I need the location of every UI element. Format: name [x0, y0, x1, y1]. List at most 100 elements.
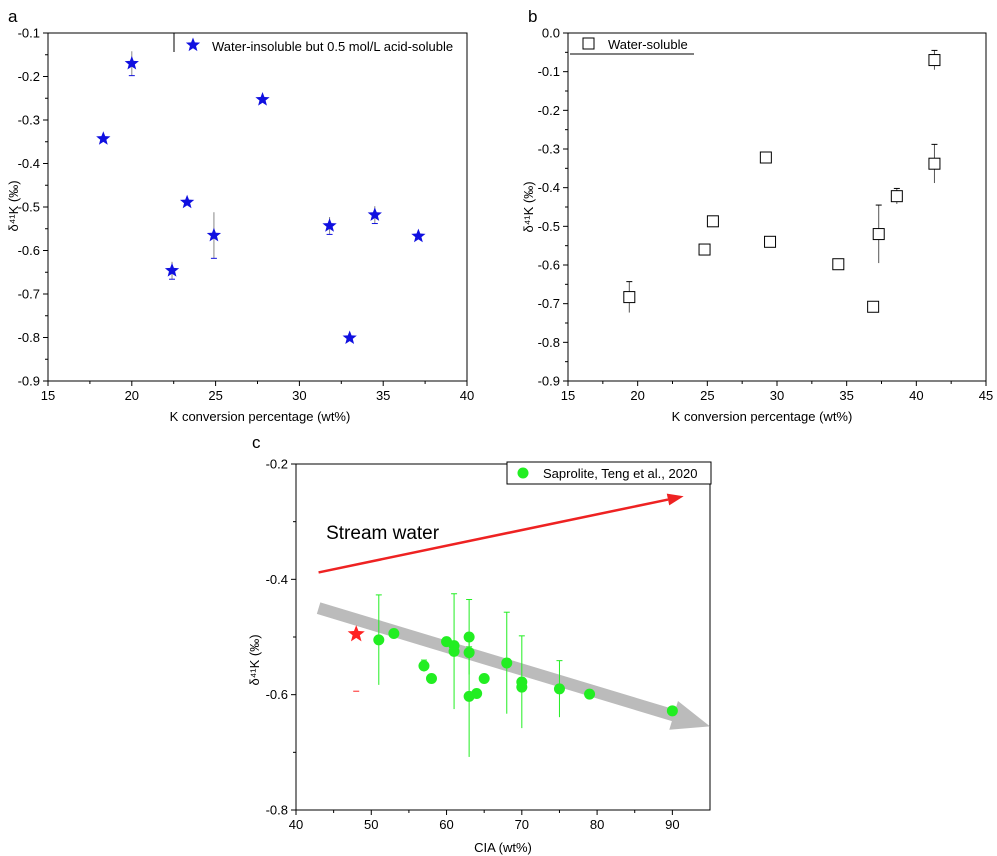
- x-tick-label: 70: [515, 817, 529, 832]
- x-tick-label: 40: [909, 388, 923, 403]
- x-tick-label: 50: [364, 817, 378, 832]
- y-tick-label: -0.9: [18, 374, 40, 389]
- panel-b-legend-text: Water-soluble: [608, 37, 688, 52]
- square-point: [759, 151, 772, 164]
- y-tick-label: -0.7: [538, 296, 560, 311]
- x-tick-label: 90: [665, 817, 679, 832]
- x-tick-label: 15: [41, 388, 55, 403]
- stream-water-label: Stream water: [326, 523, 440, 544]
- star-point: [124, 55, 139, 70]
- y-tick-label: -0.6: [266, 687, 288, 702]
- circle-point: [388, 628, 400, 640]
- star-point: [322, 218, 337, 232]
- y-tick-label: -0.3: [538, 142, 560, 157]
- circle-point: [584, 688, 596, 700]
- circle-point: [448, 645, 460, 657]
- y-tick-label: -0.4: [266, 572, 288, 587]
- panel-a-frame: [47, 32, 468, 382]
- x-tick-label: 20: [630, 388, 644, 403]
- panel-b-legend: Water-soluble: [570, 37, 694, 55]
- panel-c-legend-text: Saprolite, Teng et al., 2020: [543, 466, 697, 481]
- x-tick-label: 30: [292, 388, 306, 403]
- circle-point: [418, 660, 430, 672]
- y-tick-label: -0.9: [538, 374, 560, 389]
- panel-b-points: [623, 49, 941, 313]
- x-tick-label: 35: [376, 388, 390, 403]
- red-star-point: [347, 625, 365, 642]
- circle-point: [501, 657, 513, 669]
- x-tick-label: 15: [561, 388, 575, 403]
- star-point: [206, 227, 222, 242]
- y-tick-label: -0.4: [18, 156, 40, 171]
- circle-point: [553, 683, 565, 695]
- circle-point: [666, 705, 678, 717]
- star-point: [179, 194, 195, 209]
- panel-a-axes: 15 20 25 30 35 40 -0.9 -0.8 -0.7 -0.6 -0.5 -0.4 -0.3…: [18, 26, 475, 404]
- y-tick-label: 0.0: [542, 26, 560, 41]
- gray-trend-arrow: [316, 602, 710, 730]
- y-tick-label: -0.5: [18, 200, 40, 215]
- panel-a-legend-text: Water-insoluble but 0.5 mol/L acid-solub…: [212, 39, 453, 54]
- panel-c-label: c: [252, 433, 261, 452]
- panel-c: c 40 50 60 70 80 90 -0.8 -0.6 -0.4 -0.2 CIA (wt%)…: [247, 433, 712, 855]
- stream-water-arrow-shaft: [318, 498, 669, 574]
- x-tick-label: 40: [289, 817, 303, 832]
- y-tick-label: -0.8: [18, 330, 40, 345]
- panel-c-legend: Saprolite, Teng et al., 2020: [506, 461, 712, 485]
- legend-star: [185, 37, 201, 52]
- star-point: [96, 131, 111, 145]
- square-point: [928, 157, 941, 170]
- y-tick-label: -0.6: [538, 258, 560, 273]
- panel-a-ylabel: δ⁴¹K (‰): [6, 180, 21, 231]
- y-tick-label: -0.4: [538, 180, 560, 195]
- circle-point: [373, 634, 385, 646]
- panel-c-legend-marker: [517, 467, 529, 479]
- square-point: [867, 300, 880, 313]
- panel-c-points: [347, 593, 678, 757]
- panel-a: a 15 20 25 30 35 40 -0.9 -0.8 -0.7 -0.6 -0.5 -0.4 -0…: [6, 7, 474, 424]
- panel-b-ylabel: δ⁴¹K (‰): [521, 181, 536, 232]
- panel-c-axes: 40 50 60 70 80 90 -0.8 -0.6 -0.4 -0.2: [266, 457, 711, 832]
- panel-c-xlabel: CIA (wt%): [474, 840, 532, 855]
- x-tick-label: 35: [839, 388, 853, 403]
- panel-a-legend-marker: [185, 37, 201, 52]
- panel-a-xlabel: K conversion percentage (wt%): [170, 409, 351, 424]
- panel-a-legend: Water-insoluble but 0.5 mol/L acid-solub…: [173, 33, 453, 54]
- panel-b-legend-marker: [582, 37, 595, 50]
- square-point: [872, 228, 885, 241]
- y-tick-label: -0.1: [18, 26, 40, 41]
- y-tick-label: -0.2: [266, 457, 288, 472]
- x-tick-label: 80: [590, 817, 604, 832]
- circle-point: [471, 688, 483, 700]
- panel-b-axes: 15 20 25 30 35 40 45 -0.9 -0.8 -0.7 -0.6 -0.5 -0.4 -0…: [538, 26, 994, 404]
- y-tick-label: -0.2: [538, 103, 560, 118]
- circle-point: [478, 673, 490, 685]
- star-point: [342, 330, 357, 344]
- star-point: [367, 207, 382, 221]
- square-point: [623, 291, 636, 304]
- square-point: [698, 243, 711, 256]
- y-tick-label: -0.8: [266, 803, 288, 818]
- star-point: [255, 92, 270, 106]
- panel-c-annotations: Stream water: [316, 493, 710, 730]
- x-tick-label: 30: [770, 388, 784, 403]
- x-tick-label: 25: [208, 388, 222, 403]
- square-point: [928, 54, 941, 67]
- square-point: [706, 215, 719, 228]
- star-point: [164, 263, 180, 277]
- panel-b-label: b: [528, 7, 537, 26]
- x-tick-label: 20: [125, 388, 139, 403]
- y-tick-label: -0.2: [18, 69, 40, 84]
- square-point: [764, 235, 777, 248]
- circle-point: [425, 673, 437, 685]
- panel-a-points: [96, 51, 426, 344]
- x-tick-label: 40: [460, 388, 474, 403]
- x-tick-label: 45: [979, 388, 993, 403]
- panel-c-ylabel: δ⁴¹K (‰): [247, 634, 262, 685]
- y-tick-label: -0.3: [18, 113, 40, 128]
- x-tick-label: 60: [439, 817, 453, 832]
- circle-point: [516, 681, 528, 693]
- panel-b-frame: [567, 32, 987, 382]
- square-point: [890, 190, 903, 203]
